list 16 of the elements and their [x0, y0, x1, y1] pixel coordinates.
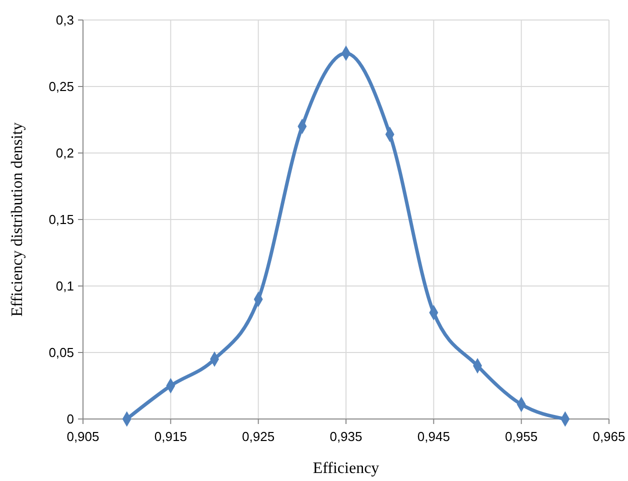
y-tick-label: 0,3: [56, 12, 74, 28]
x-tick-label: 0,955: [505, 429, 538, 444]
x-tick-label: 0,915: [154, 429, 187, 444]
y-tick-label: 0,1: [56, 278, 74, 294]
x-axis-title: Efficiency: [312, 460, 380, 477]
y-axis-title: Efficiency distribution density: [9, 122, 26, 317]
x-tick-label: 0,925: [242, 429, 275, 444]
y-tick-label: 0,2: [56, 146, 74, 161]
y-tick-label: 0,05: [48, 345, 74, 360]
x-tick-label: 0,905: [66, 429, 100, 444]
y-tick-label: 0: [66, 412, 74, 427]
x-tick-label: 0,965: [592, 429, 626, 444]
x-tick-label: 0,935: [330, 429, 362, 444]
y-tick-label: 0,15: [48, 212, 74, 228]
y-tick-label: 0,25: [48, 79, 74, 94]
x-tick-label: 0,945: [417, 429, 450, 444]
